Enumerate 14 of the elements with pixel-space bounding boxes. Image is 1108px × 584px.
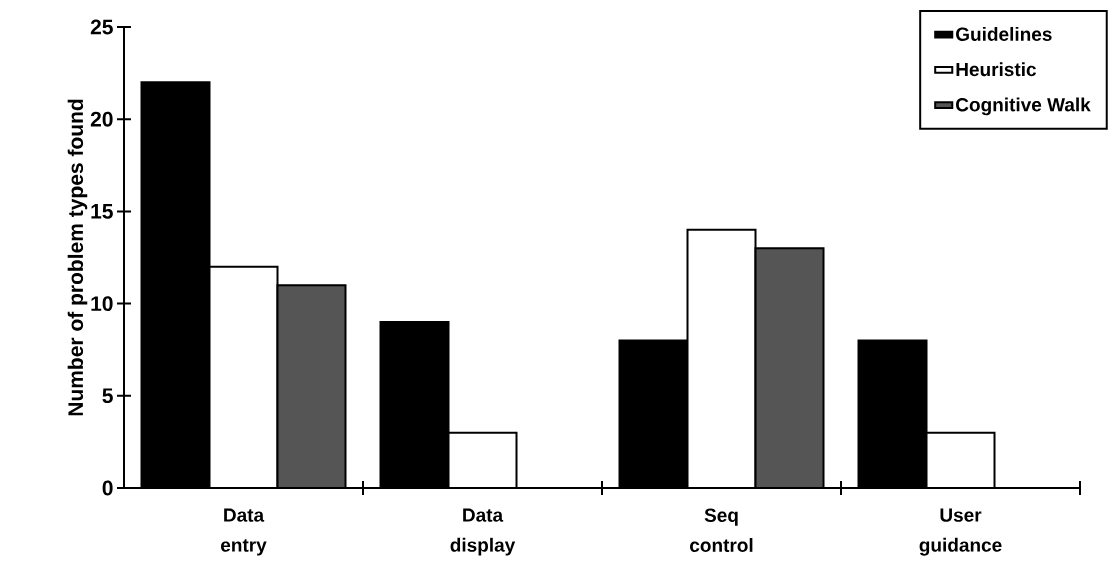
x-tick-label: Data display: [450, 508, 516, 556]
x-tick-label: Data entry: [221, 508, 267, 556]
y-tick-label: 10: [91, 296, 113, 312]
legend-label: Heuristic: [956, 62, 1037, 77]
y-axis-title: Number of problem types found: [67, 99, 88, 416]
x-tick-label: User guidance: [919, 508, 1002, 556]
y-tick-label: 20: [90, 111, 113, 127]
y-tick-label: 15: [91, 204, 113, 219]
legend-label: Guidelines: [956, 26, 1052, 41]
x-tick-label: Seq control: [690, 508, 753, 552]
y-tick-label: 0: [102, 480, 113, 496]
legend-label: Cognitive Walk: [956, 97, 1091, 116]
y-tick-label: 25: [90, 19, 113, 35]
y-tick-label: 5: [102, 388, 113, 404]
